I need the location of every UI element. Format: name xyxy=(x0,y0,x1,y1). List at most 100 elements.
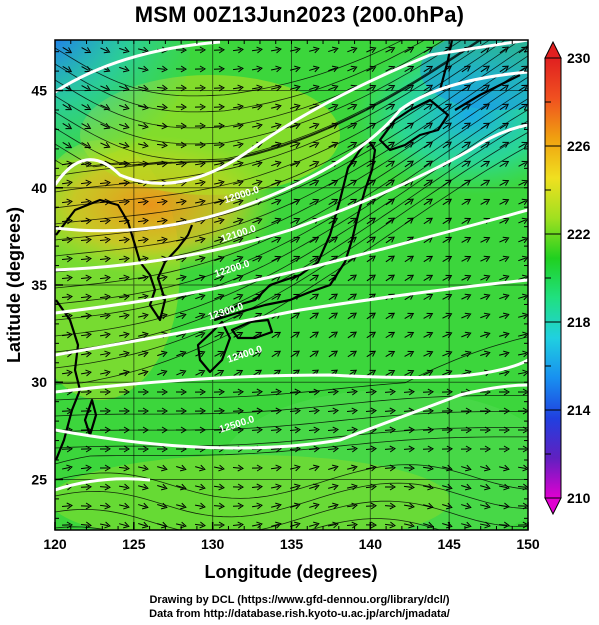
wind-arrow xyxy=(346,502,358,510)
wind-arrow xyxy=(461,502,472,510)
wind-arrow xyxy=(137,255,149,263)
wind-arrow xyxy=(366,103,377,110)
wind-arrow xyxy=(175,198,187,206)
contour-line-9 xyxy=(55,477,151,492)
x-tick-label: 130 xyxy=(201,536,225,552)
y-tick-label: 30 xyxy=(31,374,47,390)
wind-arrow xyxy=(499,464,510,472)
wind-arrow xyxy=(346,388,358,396)
wind-arrow xyxy=(404,65,415,72)
wind-arrow xyxy=(176,312,187,320)
wind-arrow xyxy=(499,369,510,377)
wind-arrow xyxy=(138,350,149,358)
wind-arrow xyxy=(80,407,92,415)
wind-arrow xyxy=(214,217,225,225)
wind-arrow xyxy=(138,521,149,529)
wind-arrow xyxy=(213,502,225,510)
wind-arrow xyxy=(271,122,282,130)
wind-arrow xyxy=(100,46,111,54)
wind-arrow xyxy=(252,217,263,225)
x-axis-ticks: 120 125 130 135 140 145 150 xyxy=(43,40,540,552)
wind-arrow xyxy=(461,217,472,224)
wind-arrow xyxy=(61,502,73,510)
wind-arrow xyxy=(403,388,415,396)
wind-arrow xyxy=(346,426,358,434)
height-contours xyxy=(55,40,528,492)
wind-arrow xyxy=(366,236,376,244)
wind-arrow xyxy=(99,179,111,187)
wind-arrow xyxy=(271,65,282,73)
wind-arrow xyxy=(309,331,319,339)
wind-arrow xyxy=(442,122,452,130)
wind-arrow xyxy=(61,179,73,187)
wind-arrow xyxy=(80,426,92,434)
wind-arrow xyxy=(461,350,472,358)
wind-arrow xyxy=(232,388,244,396)
wind-arrow xyxy=(441,426,453,434)
wind-arrow xyxy=(404,198,414,206)
wind-arrow xyxy=(232,464,244,472)
contour-line-8 xyxy=(55,383,528,450)
wind-arrow xyxy=(309,293,319,301)
streamline xyxy=(55,109,528,337)
wind-arrow xyxy=(195,293,206,301)
x-tick-label: 120 xyxy=(43,536,67,552)
wind-arrow xyxy=(233,331,244,338)
wind-arrow xyxy=(175,388,187,396)
wind-arrow xyxy=(365,407,377,415)
wind-arrow xyxy=(327,407,339,415)
wind-arrow xyxy=(100,369,111,377)
wind-arrow xyxy=(442,236,453,244)
wind-arrow xyxy=(118,388,130,396)
wind-arrow xyxy=(81,142,92,149)
wind-arrow xyxy=(290,217,301,224)
wind-arrow xyxy=(461,160,471,168)
wind-arrow xyxy=(251,426,263,434)
wind-arrow xyxy=(100,103,111,111)
wind-arrow xyxy=(99,445,111,453)
wind-arrow xyxy=(176,483,187,491)
wind-arrow xyxy=(138,84,149,92)
wind-arrow xyxy=(423,217,433,225)
wind-arrow xyxy=(271,521,282,529)
wind-arrow xyxy=(423,274,434,282)
wind-arrow xyxy=(385,236,395,244)
wind-arrow xyxy=(499,46,509,54)
colorbar-tick-label: 218 xyxy=(567,314,591,330)
wind-arrow xyxy=(271,502,282,510)
wind-arrow xyxy=(347,331,357,339)
wind-arrow xyxy=(423,293,434,300)
wind-arrow xyxy=(422,388,434,396)
wind-arrow xyxy=(461,331,472,339)
wind-arrow xyxy=(271,103,282,111)
wind-arrow xyxy=(80,388,92,396)
wind-arrow xyxy=(403,426,415,434)
wind-arrow xyxy=(366,274,376,282)
wind-arrow xyxy=(347,236,357,244)
colorbar-tick-label: 230 xyxy=(567,50,591,66)
wind-arrow xyxy=(80,521,92,529)
wind-arrow xyxy=(290,331,300,339)
wind-arrow xyxy=(366,217,376,225)
wind-arrow xyxy=(423,198,433,206)
wind-arrow xyxy=(384,426,396,434)
wind-arrow xyxy=(156,236,168,244)
wind-arrow xyxy=(194,388,206,396)
wind-arrow xyxy=(423,521,434,529)
wind-arrow xyxy=(442,217,453,225)
wind-arrow xyxy=(81,123,92,130)
wind-arrow xyxy=(232,103,244,111)
wind-arrow xyxy=(290,236,301,243)
wind-arrow xyxy=(195,312,206,320)
wind-arrow xyxy=(214,293,225,301)
wind-arrow xyxy=(270,483,282,491)
wind-arrow xyxy=(118,445,130,453)
wind-arrow xyxy=(479,445,491,453)
wind-arrow xyxy=(232,122,244,130)
wind-arrow xyxy=(423,160,433,168)
wind-arrow xyxy=(308,445,320,453)
wind-arrow xyxy=(233,160,244,168)
wind-arrow xyxy=(479,521,491,529)
wind-arrow xyxy=(271,198,282,206)
wind-arrow xyxy=(308,407,320,415)
